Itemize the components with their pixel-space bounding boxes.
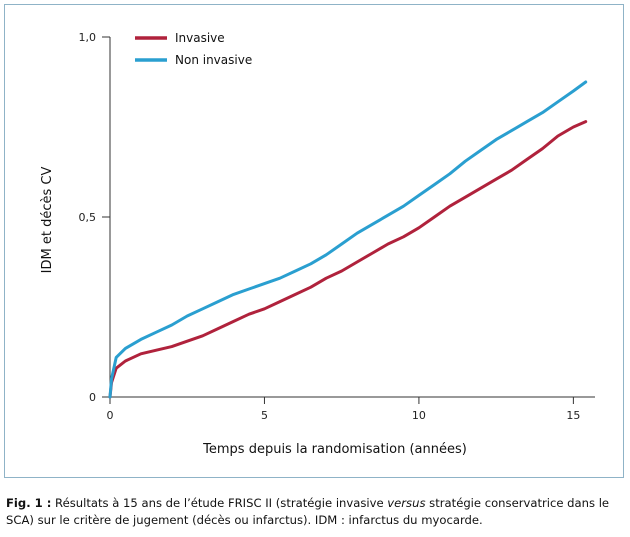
x-tick-label: 0 <box>107 409 114 422</box>
x-tick-label: 15 <box>566 409 580 422</box>
y-axis-title: IDM et décès CV <box>40 167 55 274</box>
caption-text-1: Résultats à 15 ans de l’étude FRISC II (… <box>51 496 388 510</box>
y-tick-label: 1,0 <box>79 31 97 44</box>
axes: 0 0,5 1,0 0 5 10 15 <box>79 31 595 422</box>
x-tick-label: 5 <box>261 409 268 422</box>
y-tick-label: 0 <box>89 391 96 404</box>
series-line-invasive <box>108 120 588 399</box>
figure-caption: Fig. 1 : Résultats à 15 ans de l’étude F… <box>6 495 626 529</box>
x-axis-title: Temps depuis la randomisation (années) <box>202 442 467 457</box>
caption-figure-label: Fig. 1 : <box>6 496 52 510</box>
legend-label: Invasive <box>175 31 225 45</box>
x-tick-label: 10 <box>412 409 426 422</box>
line-chart: 0 0,5 1,0 0 5 10 15 Invasive Non invasive Temps… <box>40 31 595 457</box>
legend: Invasive Non invasive <box>135 31 252 67</box>
caption-text-2: stratégie conservatrice dans le SCA) sur… <box>6 496 610 527</box>
series-line-non-invasive <box>108 80 588 399</box>
chart-frame: 0 0,5 1,0 0 5 10 15 Invasive Non invasive Temps… <box>4 4 624 478</box>
y-tick-label: 0,5 <box>79 211 97 224</box>
legend-label: Non invasive <box>175 53 252 67</box>
caption-text-emphasis: versus <box>387 496 426 510</box>
series-layer <box>108 80 588 399</box>
